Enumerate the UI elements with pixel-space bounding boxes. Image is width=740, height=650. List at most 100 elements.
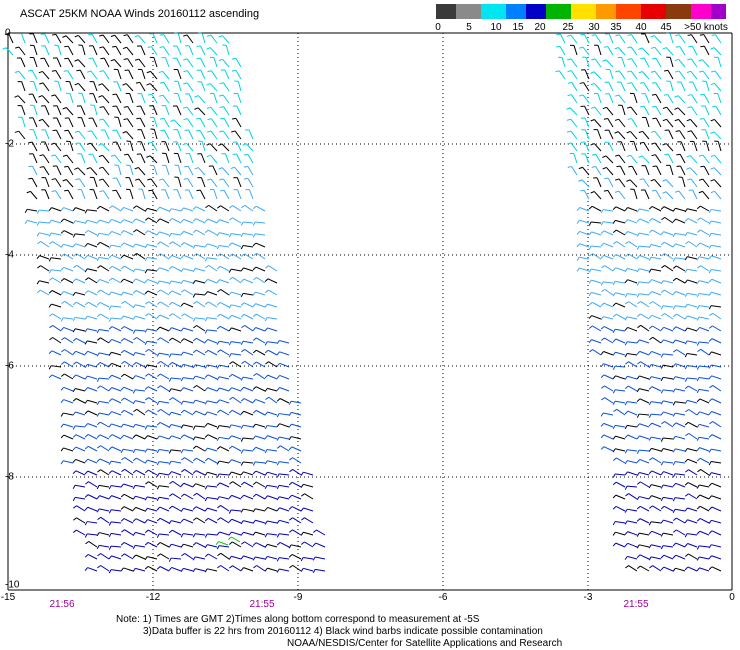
wind-barb (666, 118, 674, 128)
wind-barb (684, 293, 688, 298)
wind-barb (135, 243, 146, 248)
wind-barb (264, 435, 268, 440)
wind-barb (300, 568, 304, 572)
wind-barb (129, 93, 134, 104)
wind-barb (84, 230, 89, 234)
wind-barb (97, 445, 101, 449)
wind-barb (87, 399, 98, 404)
wind-barb (219, 531, 230, 536)
wind-barb (157, 553, 161, 557)
wind-barb (636, 565, 641, 570)
wind-barb (132, 469, 137, 474)
wind-barb (96, 302, 101, 306)
wind-barb (662, 47, 667, 50)
wind-barb (696, 457, 701, 462)
wind-barb (210, 106, 218, 116)
wind-barb (65, 35, 74, 44)
wind-barb (664, 289, 674, 296)
wind-barb (640, 361, 650, 368)
wind-barb (672, 265, 677, 269)
wind-barb (124, 300, 134, 308)
wind-barb (624, 231, 629, 235)
wind-barb (639, 554, 650, 560)
wind-barb (674, 58, 679, 62)
wind-barb (648, 544, 652, 549)
wind-barb (147, 565, 158, 572)
wind-barb (183, 449, 194, 452)
wind-barb (98, 95, 103, 98)
wind-barb (195, 293, 206, 296)
wind-barb (674, 107, 679, 110)
wind-barb (84, 554, 89, 558)
wind-barb (159, 421, 170, 428)
wind-barb (124, 360, 134, 368)
wind-barb (612, 494, 617, 499)
wind-barb (648, 484, 652, 489)
wind-barb (129, 165, 134, 176)
wind-barb (672, 567, 676, 572)
wind-barb (232, 253, 242, 260)
wind-barb (80, 153, 86, 164)
wind-barb (708, 566, 713, 570)
wind-barb (33, 81, 38, 92)
wind-barb (581, 179, 590, 188)
wind-barb (232, 445, 242, 452)
wind-barb (639, 532, 650, 536)
wind-barb (186, 106, 194, 116)
wind-barb (603, 434, 614, 440)
wind-barb (51, 94, 56, 97)
wind-barb (192, 556, 196, 561)
wind-barb (36, 255, 40, 260)
wind-barb (120, 506, 125, 510)
wind-barb (675, 218, 686, 224)
wind-barb (232, 565, 242, 572)
wind-barb (76, 517, 86, 524)
wind-barb (252, 470, 257, 475)
lon-label: -3 (583, 592, 593, 603)
wind-barb (138, 178, 146, 188)
wind-barb (627, 293, 638, 296)
wind-barb (276, 375, 281, 379)
wind-barb (87, 242, 98, 248)
wind-barb (255, 398, 266, 404)
wind-barb (139, 82, 146, 92)
wind-barb (661, 216, 666, 221)
wind-barb (147, 340, 158, 344)
wind-barb (636, 481, 641, 485)
wind-barb (643, 106, 650, 116)
wind-barb (60, 412, 64, 417)
wind-barb (183, 400, 194, 404)
wind-barb (652, 301, 662, 308)
wind-barb (584, 69, 590, 80)
wind-barb (92, 117, 98, 128)
wind-barb (640, 324, 650, 332)
wind-barb (195, 506, 206, 512)
scale-label: 40 (635, 22, 647, 33)
wind-barb (195, 375, 206, 380)
wind-barb (60, 447, 64, 452)
wind-barb (687, 399, 698, 404)
wind-barb (184, 289, 194, 296)
wind-barb (291, 481, 302, 488)
wind-barb (99, 278, 110, 284)
wind-barb (63, 291, 74, 296)
wind-barb (193, 301, 197, 305)
wind-barb (669, 81, 674, 92)
wind-barb (708, 398, 713, 402)
wind-barb (578, 166, 583, 170)
wind-barb (96, 329, 100, 334)
wind-barb (210, 34, 218, 44)
wind-barb (39, 154, 44, 157)
wind-barb (710, 190, 715, 194)
wind-barb (711, 434, 722, 440)
wind-barb (146, 70, 151, 74)
wind-barb (48, 219, 52, 224)
wind-barb (576, 256, 580, 261)
wind-barb (280, 445, 290, 452)
wind-barb (87, 254, 98, 260)
wind-barb (660, 280, 664, 285)
wind-barb (151, 142, 158, 152)
wind-barb (675, 34, 680, 37)
wind-barb (584, 117, 590, 128)
wind-barb (624, 531, 628, 536)
